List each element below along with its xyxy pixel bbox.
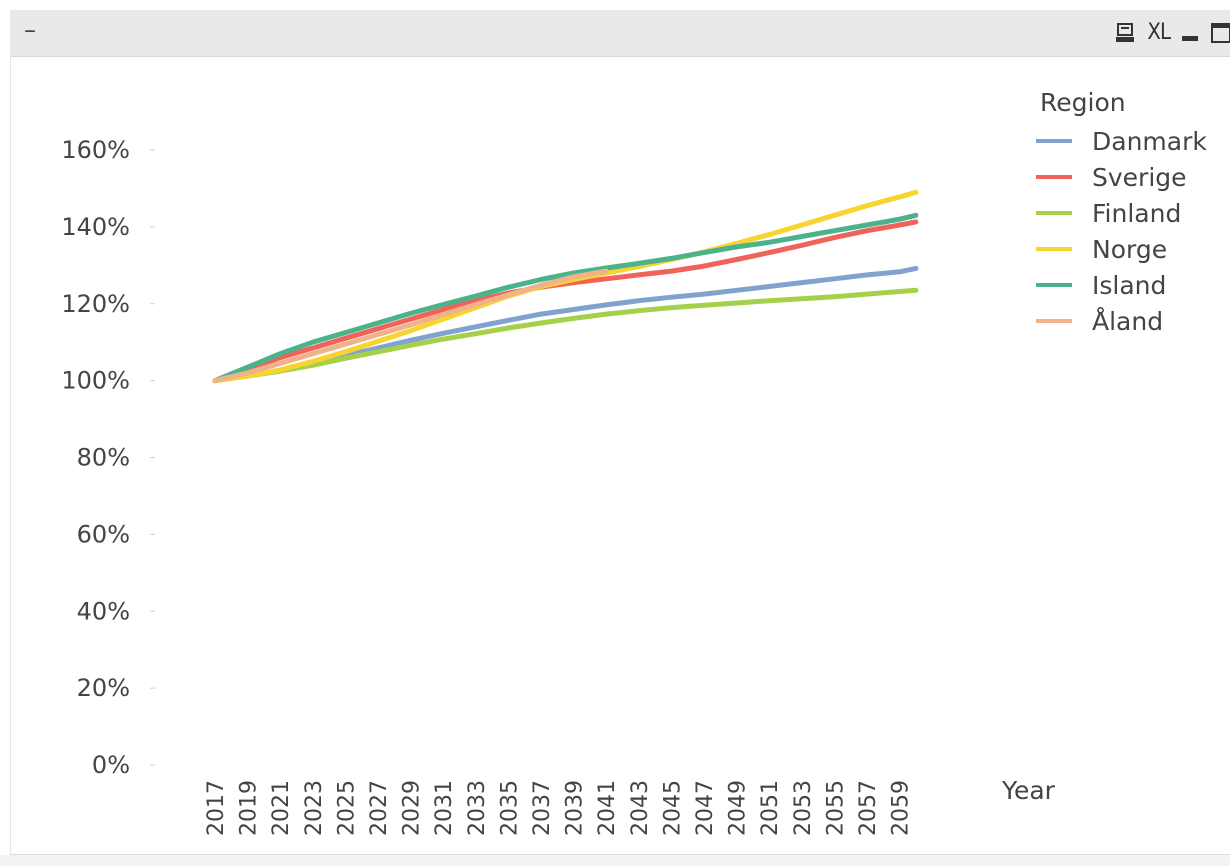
- y-tick-label: 60%: [77, 520, 130, 548]
- x-tick-label: 2047: [693, 780, 718, 836]
- y-tick-label: 40%: [77, 597, 130, 625]
- x-tick-label: 2023: [302, 780, 327, 836]
- x-tick-label: 2051: [758, 780, 783, 836]
- x-tick-label: 2021: [269, 780, 294, 836]
- x-tick-label: 2019: [237, 780, 262, 836]
- y-tick-label: 160%: [61, 136, 130, 164]
- x-tick-label: 2031: [432, 780, 457, 836]
- maximize-icon[interactable]: [1210, 21, 1230, 45]
- legend-label: Island: [1092, 270, 1167, 300]
- chart-titlebar: – XL: [10, 10, 1230, 57]
- x-tick-label: 2041: [595, 780, 620, 836]
- series-line-åland[interactable]: [212, 268, 609, 384]
- x-axis-title: Year: [1001, 776, 1056, 805]
- x-tick-label: 2039: [563, 780, 588, 836]
- collapse-button[interactable]: –: [24, 16, 36, 44]
- x-tick-label: 2027: [367, 780, 392, 836]
- minimize-icon[interactable]: [1180, 22, 1200, 44]
- legend-item[interactable]: Island: [1036, 267, 1207, 303]
- x-tick-label: 2033: [465, 780, 490, 836]
- y-tick-label: 0%: [92, 751, 130, 779]
- y-tick-label: 140%: [61, 213, 130, 241]
- legend-swatch: [1036, 319, 1072, 323]
- legend-swatch: [1036, 211, 1072, 215]
- legend-label: Sverige: [1092, 162, 1187, 192]
- print-icon[interactable]: [1115, 22, 1137, 44]
- x-tick-label: 2049: [726, 780, 751, 836]
- x-tick-label: 2053: [791, 780, 816, 836]
- excel-export-icon[interactable]: XL: [1147, 20, 1171, 45]
- legend-item[interactable]: Norge: [1036, 231, 1207, 267]
- x-tick-label: 2059: [889, 780, 914, 836]
- legend-label: Danmark: [1092, 126, 1207, 156]
- x-tick-label: 2045: [660, 780, 685, 836]
- y-tick-label: 100%: [61, 367, 130, 395]
- legend-label: Norge: [1092, 234, 1168, 264]
- legend-title: Region: [1040, 88, 1126, 117]
- x-tick-label: 2043: [628, 780, 653, 836]
- y-tick-label: 80%: [77, 444, 130, 472]
- x-tick-label: 2037: [530, 780, 555, 836]
- legend-swatch: [1036, 247, 1072, 251]
- legend-item[interactable]: Sverige: [1036, 159, 1207, 195]
- x-tick-label: 2029: [400, 780, 425, 836]
- y-tick-label: 120%: [61, 290, 130, 318]
- legend-label: Åland: [1092, 306, 1164, 336]
- x-tick-label: 2035: [497, 780, 522, 836]
- series-line-finland[interactable]: [212, 287, 919, 384]
- series-line-norge[interactable]: [212, 189, 919, 384]
- y-tick-label: 20%: [77, 674, 130, 702]
- chart-panel: [10, 56, 1230, 855]
- series-line-sverige[interactable]: [212, 219, 919, 384]
- legend-label: Finland: [1092, 198, 1182, 228]
- legend-swatch: [1036, 139, 1072, 143]
- x-tick-label: 2055: [823, 780, 848, 836]
- legend-item[interactable]: Danmark: [1036, 123, 1207, 159]
- series-line-island[interactable]: [212, 212, 919, 384]
- legend-item[interactable]: Finland: [1036, 195, 1207, 231]
- legend: Region Danmark Sverige Finland Norge Island Å…: [1036, 88, 1207, 339]
- bottom-strip: [0, 855, 1230, 866]
- x-tick-label: 2057: [856, 780, 881, 836]
- legend-swatch: [1036, 175, 1072, 179]
- legend-item[interactable]: Åland: [1036, 303, 1207, 339]
- legend-swatch: [1036, 283, 1072, 287]
- toolbar-icons: XL: [1115, 20, 1230, 45]
- x-tick-label: 2017: [204, 780, 229, 836]
- legend-items: Danmark Sverige Finland Norge Island Åland: [1036, 123, 1207, 339]
- x-tick-label: 2025: [334, 780, 359, 836]
